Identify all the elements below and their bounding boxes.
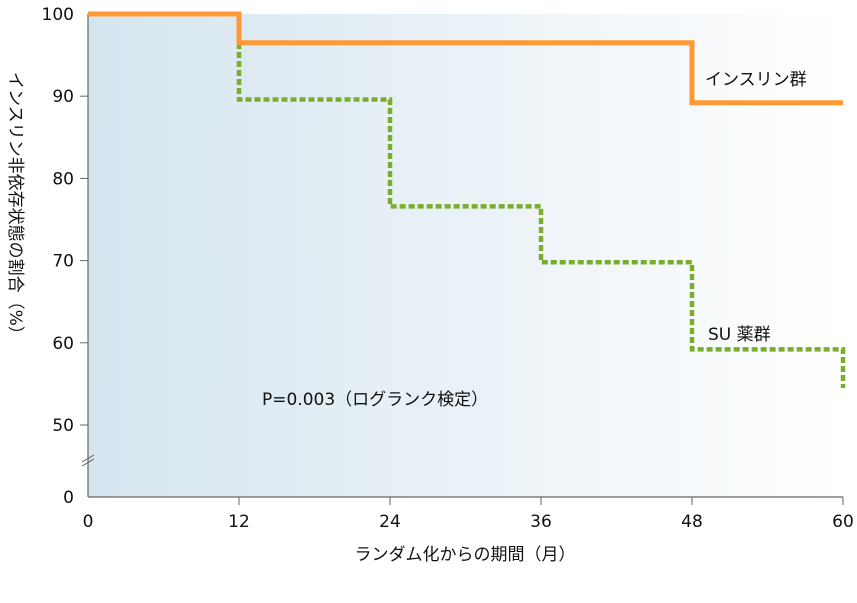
y-tick-label: 80 [52,169,74,189]
p-value-annotation: P=0.003（ログランク検定） [262,390,488,410]
series-line-su [88,11,846,389]
x-tick-label: 60 [832,512,854,532]
axis-break-mark [81,458,95,467]
x-axis-label: ランダム化からの期間（月） [355,545,576,565]
plot-background [88,14,843,497]
series-line-insulin [88,11,843,106]
y-tick-label: 70 [52,252,74,272]
y-tick-label: 60 [52,334,74,354]
x-tick-label: 48 [681,512,703,532]
x-tick-label: 0 [83,512,94,532]
x-tick-label: 24 [379,512,401,532]
x-tick-label: 36 [530,512,552,532]
y-tick-label: 100 [42,5,74,25]
y-tick-label: 90 [52,87,74,107]
y-tick-label: 50 [52,416,74,436]
series-label-insulin: インスリン群 [705,70,807,90]
y-axis-label: インスリン非依存状態の割合（%） [5,72,25,343]
y-tick-label: 0 [63,488,74,508]
x-tick-label: 12 [228,512,250,532]
series-label-su: SU 薬群 [708,325,771,345]
axis-break-mark [81,454,95,463]
